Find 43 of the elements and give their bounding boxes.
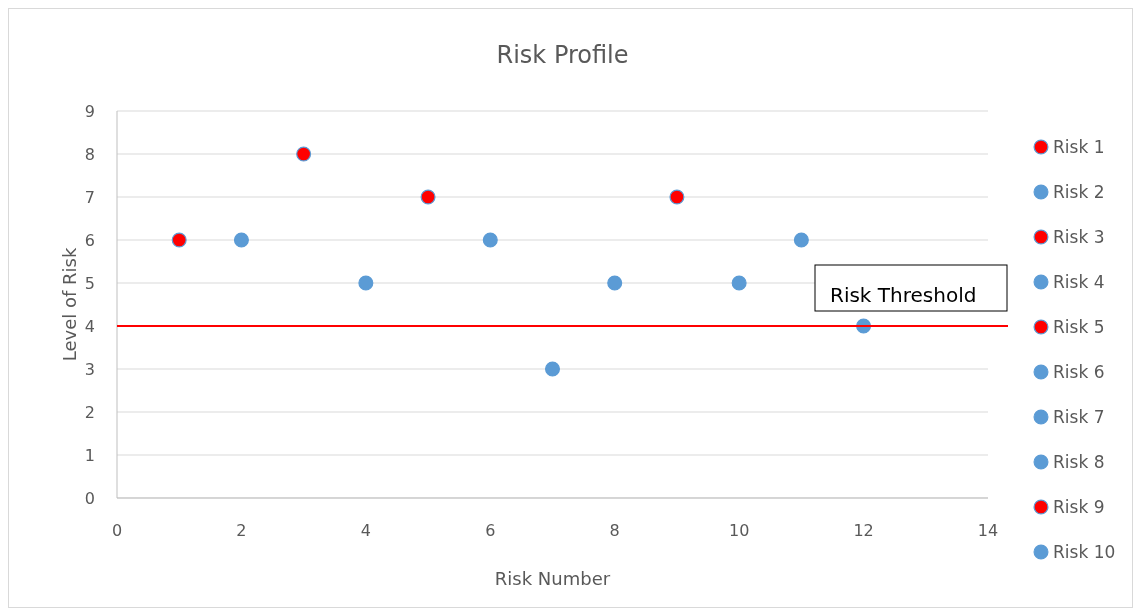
point: [669, 189, 685, 205]
legend-label: Risk 7: [1053, 406, 1105, 427]
point: [358, 275, 374, 291]
legend-label: Risk 5: [1053, 316, 1105, 337]
legend-label: Risk 8: [1053, 451, 1105, 472]
point: [793, 232, 809, 248]
point: [544, 361, 561, 377]
y-tick-label: 1: [84, 445, 95, 465]
y-tick-label: 5: [84, 273, 95, 293]
y-tick-label: 4: [84, 316, 95, 336]
y-tick-label: 0: [84, 488, 95, 508]
x-tick-label: 14: [977, 521, 999, 540]
y-tick-label: 2: [84, 402, 95, 422]
y-tick-label: 7: [84, 187, 95, 207]
y-tick-label: 8: [84, 144, 95, 164]
x-tick-label: 12: [853, 521, 874, 540]
x-tick-label: 6: [485, 521, 496, 540]
x-tick-label: 2: [236, 521, 247, 540]
point: [233, 232, 249, 248]
legend-label: Risk 6: [1053, 361, 1105, 382]
x-tick-label: 4: [360, 521, 371, 540]
x-tick-label: 0: [111, 521, 123, 540]
y-tick-label: 6: [84, 230, 95, 250]
y-axis-title: Level of Risk: [59, 247, 80, 362]
legend-label: Risk 1: [1053, 136, 1105, 157]
x-tick-label: 10: [728, 521, 750, 540]
point: [171, 232, 187, 248]
point: [296, 146, 312, 162]
chart-title: Risk Profile: [496, 41, 629, 69]
y-tick-label: 9: [84, 101, 95, 121]
point: [731, 275, 747, 291]
x-axis-title: Risk Number: [494, 568, 611, 589]
ref-line-label: Risk Threshold: [830, 283, 977, 307]
legend-label: Risk 4: [1053, 271, 1105, 292]
point: [420, 189, 436, 205]
legend-label: Risk 9: [1053, 496, 1105, 517]
point: [607, 275, 623, 291]
legend-label: Risk 3: [1053, 226, 1105, 247]
point: [482, 232, 498, 248]
legend-label: Risk 10: [1053, 541, 1116, 562]
legend-label: Risk 2: [1053, 181, 1105, 202]
x-tick-label: 8: [609, 521, 620, 540]
y-tick-label: 3: [84, 359, 95, 379]
